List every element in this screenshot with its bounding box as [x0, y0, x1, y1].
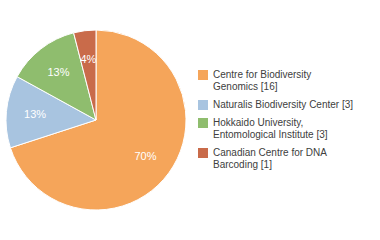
- legend-label: Canadian Centre for DNABarcoding [1]: [213, 147, 327, 170]
- chart: 70% 13% 13% 4% Centre for BiodiversityGenomi…: [0, 0, 380, 240]
- pie-slice: [74, 30, 96, 120]
- legend-label: Centre for BiodiversityGenomics [16]: [213, 69, 311, 92]
- legend-label: Hokkaido University,Entomological Instit…: [213, 117, 328, 140]
- slice-label: 4%: [80, 53, 96, 65]
- legend: Centre for BiodiversityGenomics [16] Natu…: [198, 69, 353, 170]
- slice-label: 13%: [24, 108, 46, 120]
- legend-swatch: [198, 148, 208, 158]
- pie: [6, 30, 186, 210]
- legend-swatch: [198, 70, 208, 80]
- slice-label: 70%: [134, 150, 156, 162]
- data-labels: 70% 13% 13% 4%: [24, 53, 157, 162]
- legend-swatch: [198, 100, 208, 110]
- slice-label: 13%: [47, 66, 69, 78]
- legend-label: Naturalis Biodiversity Center [3]: [213, 99, 353, 110]
- pie-slice: [10, 30, 186, 210]
- legend-swatch: [198, 118, 208, 128]
